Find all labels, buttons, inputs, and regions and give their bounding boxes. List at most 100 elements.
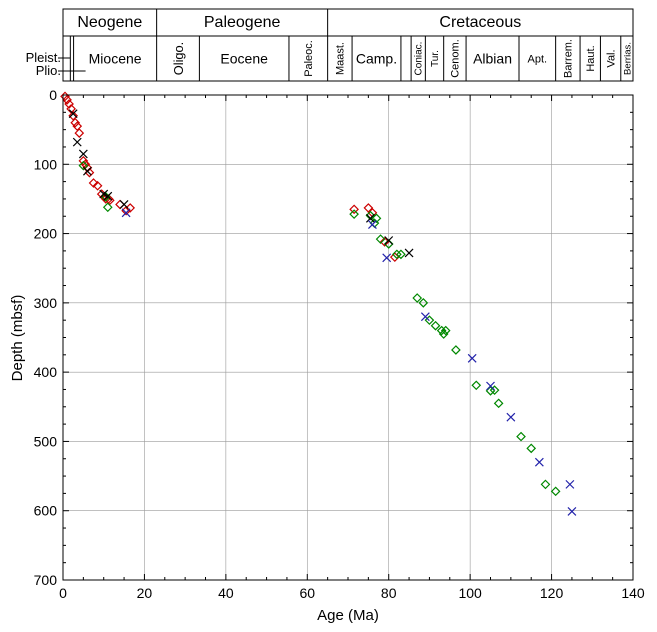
- x-marker-stroke: [420, 312, 430, 322]
- diamond-marker: [540, 479, 551, 490]
- diamond-marker: [125, 203, 136, 213]
- x-marker-stroke: [365, 213, 375, 223]
- x-marker: [382, 253, 392, 263]
- x-axis-label: Age (Ma): [317, 607, 379, 624]
- y-tick-label: 600: [34, 503, 58, 519]
- diamond-marker: [440, 325, 451, 336]
- diamond-marker: [493, 398, 504, 409]
- diamond-marker: [550, 486, 561, 497]
- x-marker-stroke: [506, 412, 516, 422]
- x-marker-stroke: [567, 506, 577, 516]
- x-tick-label: 0: [59, 585, 67, 601]
- diamond-marker: [74, 128, 85, 138]
- x-tick-label: 20: [137, 585, 153, 601]
- x-marker-stroke: [486, 381, 495, 391]
- x-marker-stroke: [565, 479, 575, 489]
- diamond-marker: [371, 213, 382, 224]
- x-marker-stroke: [68, 109, 78, 119]
- diamond-marker: [70, 117, 81, 128]
- data-points: [60, 91, 577, 516]
- epoch-label: Val.: [605, 49, 617, 67]
- diamond-marker: [451, 345, 461, 355]
- epoch-label-pleistocene: Pleist.: [26, 50, 61, 65]
- period-label: Paleogene: [204, 14, 281, 31]
- diamond-marker: [72, 121, 83, 132]
- x-tick-label: 80: [381, 585, 397, 601]
- diamond-marker: [102, 202, 113, 213]
- x-marker: [467, 353, 477, 363]
- epoch-label: Albian: [473, 50, 512, 66]
- diamond-marker: [389, 252, 400, 262]
- x-marker-stroke: [72, 137, 82, 147]
- x-tick-label: 60: [299, 585, 315, 601]
- y-tick-label: 100: [34, 156, 58, 172]
- diamond-marker: [526, 443, 537, 454]
- x-marker: [103, 191, 113, 201]
- x-marker: [565, 479, 575, 489]
- epoch-label: Paleoc.: [303, 40, 315, 77]
- y-axis-label: Depth (mbsf): [9, 295, 26, 382]
- diamond-marker: [62, 95, 72, 105]
- diamond-marker: [92, 180, 103, 191]
- diamond-marker: [363, 203, 374, 213]
- x-marker-stroke: [83, 166, 92, 176]
- diamond-marker: [485, 386, 496, 396]
- epoch-label: Camp.: [356, 50, 397, 66]
- header-frame: [62, 8, 634, 82]
- diamond-marker: [78, 155, 89, 166]
- diamond-marker: [471, 380, 482, 391]
- x-marker: [78, 149, 88, 159]
- epoch-label: Eocene: [220, 50, 268, 66]
- diamond-marker: [436, 325, 447, 336]
- diamond-marker: [66, 104, 76, 114]
- x-marker: [119, 200, 129, 209]
- diamond-marker: [418, 298, 429, 308]
- x-marker-stroke: [119, 200, 129, 209]
- plot-frame: [62, 94, 634, 581]
- y-tick-label: 300: [34, 295, 58, 311]
- x-marker: [68, 109, 78, 119]
- x-marker: [384, 236, 394, 245]
- x-marker: [486, 381, 495, 391]
- diamond-marker: [412, 293, 423, 303]
- diamond-marker: [64, 99, 74, 109]
- x-marker-stroke: [534, 457, 544, 467]
- diamond-marker: [438, 329, 449, 339]
- x-marker-stroke: [121, 208, 131, 218]
- y-tick-label: 200: [34, 226, 58, 242]
- epoch-label: Tur.: [430, 50, 441, 67]
- x-marker-stroke: [467, 353, 477, 363]
- diamond-marker: [396, 249, 406, 260]
- x-marker: [534, 457, 544, 467]
- x-marker: [83, 166, 92, 176]
- x-marker: [506, 412, 516, 422]
- x-marker-stroke: [103, 191, 113, 201]
- diamond-marker: [430, 320, 441, 331]
- epoch-label: Oligo.: [171, 42, 186, 75]
- x-tick-label: 120: [540, 585, 564, 601]
- period-label: Neogene: [77, 14, 142, 31]
- y-tick-label: 400: [34, 364, 58, 380]
- y-tick-label: 500: [34, 433, 58, 449]
- epoch-label: Maast.: [335, 42, 347, 75]
- x-marker: [121, 208, 131, 218]
- epoch-label: Barrem.: [563, 39, 575, 78]
- x-marker-stroke: [384, 236, 394, 245]
- x-marker-stroke: [382, 253, 392, 263]
- x-marker-stroke: [368, 220, 377, 229]
- x-marker-stroke: [99, 189, 109, 199]
- x-marker-stroke: [78, 149, 88, 159]
- x-tick-label: 100: [458, 585, 482, 601]
- diamond-marker: [78, 160, 89, 171]
- diamond-marker: [489, 385, 500, 396]
- diamond-marker: [375, 234, 386, 244]
- diamond-marker: [392, 249, 402, 260]
- diamond-marker: [68, 110, 79, 121]
- x-marker: [404, 248, 414, 258]
- x-marker: [368, 220, 377, 229]
- x-marker: [365, 213, 375, 223]
- diamond-marker: [349, 204, 359, 215]
- x-tick-label: 140: [621, 585, 645, 601]
- epoch-label: Miocene: [89, 50, 142, 66]
